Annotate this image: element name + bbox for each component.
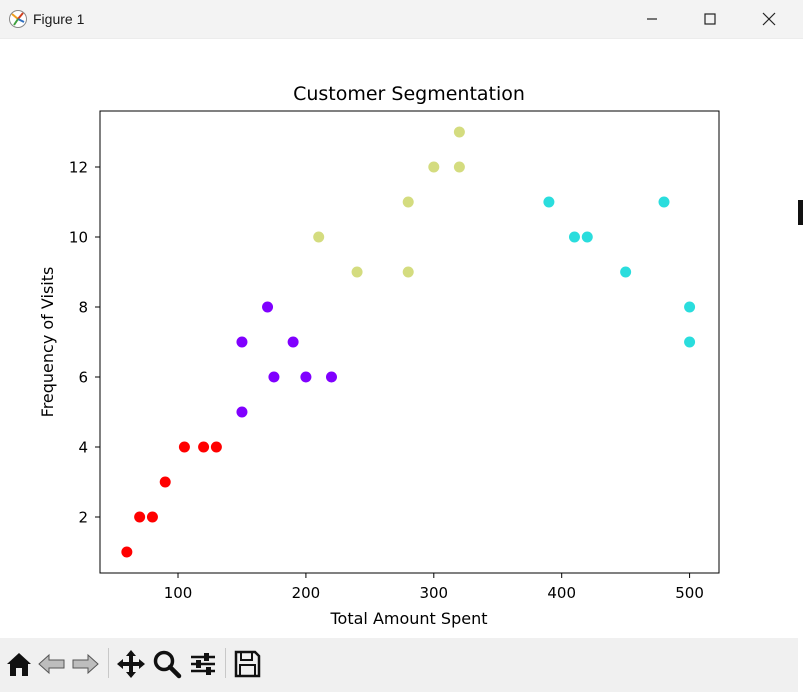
figure-canvas[interactable]: Customer Segmentation 100 200 300 400 500 2 4… [0,39,798,638]
data-point [453,161,465,173]
toolbar-separator [108,648,109,678]
home-button[interactable] [3,647,35,681]
data-point [262,301,274,313]
back-button[interactable] [36,647,68,681]
data-point [543,196,555,208]
edge-artifact [798,200,803,225]
x-tick-label: 200 [292,584,321,602]
data-points [121,126,696,558]
save-button[interactable] [231,647,263,681]
forward-button[interactable] [69,647,101,681]
data-point [210,441,222,453]
scatter-chart: Customer Segmentation 100 200 300 400 500 2 4… [38,83,720,628]
minimize-icon [647,18,657,20]
y-tick-label: 4 [78,439,88,457]
data-point [268,371,280,383]
y-axis-label: Frequency of Visits [38,267,57,418]
back-arrow-icon [38,653,65,675]
zoom-icon [153,650,182,679]
maximize-button[interactable] [681,0,739,38]
y-tick-label: 12 [69,159,88,177]
data-point [134,511,146,523]
x-tick-label: 400 [547,584,576,602]
x-tick-label: 500 [675,584,704,602]
data-point [300,371,312,383]
chart-title: Customer Segmentation [293,83,525,105]
data-point [178,441,190,453]
x-axis-label: Total Amount Spent [330,609,488,628]
data-point [325,371,337,383]
x-tick-label: 100 [164,584,193,602]
data-point [287,336,299,348]
y-tick-label: 8 [78,299,88,317]
window-title: Figure 1 [33,11,85,27]
y-axis-ticks: 2 4 6 8 10 12 [69,159,100,527]
data-point [351,266,363,278]
configure-button[interactable] [187,647,219,681]
data-point [581,231,593,243]
title-bar: Figure 1 [0,0,803,39]
plot-frame [99,110,720,574]
y-tick-label: 10 [69,229,88,247]
data-point [568,231,580,243]
close-icon [762,12,776,26]
window-edge [798,39,803,692]
data-point [236,406,248,418]
y-tick-label: 6 [78,369,88,387]
x-axis-ticks: 100 200 300 400 500 [164,573,704,602]
close-button[interactable] [740,0,798,38]
data-point [428,161,440,173]
data-point [159,476,171,488]
data-point [658,196,670,208]
zoom-button[interactable] [151,647,183,681]
matplotlib-logo-icon [9,10,27,28]
data-point [121,546,133,558]
home-icon [7,653,31,676]
data-point [402,196,414,208]
y-tick-label: 2 [78,509,88,527]
data-point [620,266,632,278]
data-point [684,301,696,313]
data-point [453,126,465,138]
data-point [198,441,210,453]
save-icon [234,650,261,678]
maximize-icon [704,13,716,25]
data-point [236,336,248,348]
data-point [684,336,696,348]
pan-button[interactable] [115,647,147,681]
data-point [313,231,325,243]
sliders-icon [191,653,215,675]
move-icon [117,650,145,678]
data-point [402,266,414,278]
minimize-button[interactable] [623,0,681,38]
x-tick-label: 300 [419,584,448,602]
toolbar-separator [225,648,226,678]
forward-arrow-icon [72,653,99,675]
navigation-toolbar [0,638,798,692]
data-point [146,511,158,523]
